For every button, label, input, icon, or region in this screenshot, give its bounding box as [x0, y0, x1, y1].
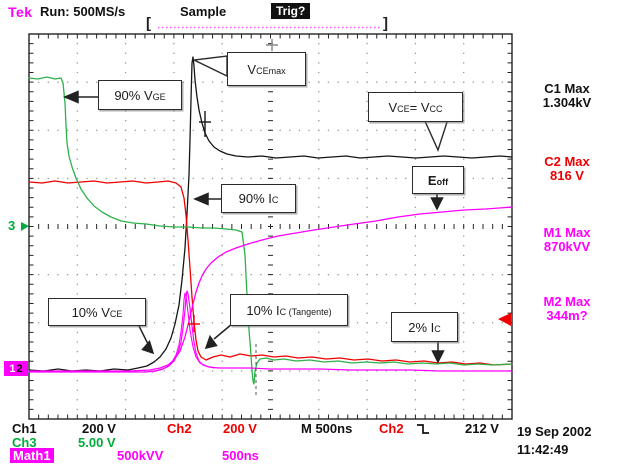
measurement-m2-max: M2 Max 344m? — [517, 295, 617, 323]
ch3-scale: 5.00 V — [78, 435, 116, 450]
annotation-sub: CEmax — [256, 65, 286, 76]
time-readout: 11:42:49 — [517, 442, 569, 457]
ch1-ch2-reference-marker: 1 2 — [4, 361, 28, 376]
arrow-90pct-ic — [193, 192, 221, 206]
measurement-value: 344m? — [546, 308, 588, 323]
ch2-label: Ch2 — [167, 421, 192, 436]
ch2-scale: 200 V — [223, 421, 257, 436]
trigger-source: Ch2 — [379, 421, 404, 436]
measurement-label: M1 Max — [543, 225, 591, 240]
arrow-10pct-ic — [204, 323, 233, 350]
falling-edge-icon — [417, 424, 429, 434]
arrow-10pct-vce — [137, 323, 155, 355]
trace-math-power-2 — [151, 292, 215, 373]
callout-wedge-vcemax — [191, 55, 228, 78]
ch1-scale: 200 V — [82, 421, 116, 436]
date-readout: 19 Sep 2002 — [517, 424, 592, 439]
ch1-cursor-cross — [199, 111, 211, 137]
run-status: Run: 500MS/s — [40, 4, 126, 19]
trace-ch3-vge — [28, 76, 513, 385]
ch3-label: Ch3 — [12, 435, 37, 450]
annotation-sub: C — [434, 323, 441, 334]
measurement-label: M2 Max — [543, 294, 591, 309]
annotation-text: V — [388, 99, 398, 115]
ch2-reference-label: 2 — [16, 362, 23, 375]
ch1-label: Ch1 — [12, 421, 37, 436]
record-view-bracket-right: ] — [383, 15, 388, 32]
annotation-text: 2% I — [408, 319, 435, 335]
annotation-sub: GE — [152, 91, 166, 102]
ch3-reference-arrow-icon — [21, 222, 29, 231]
trigger-status-badge: Trig? — [271, 3, 311, 19]
arrow-90pct-vge — [63, 90, 98, 104]
annotation-text: = V — [409, 99, 430, 115]
annotation-text: V — [247, 61, 257, 77]
annotation-text: 10% V — [71, 304, 110, 320]
trace-math-energy — [28, 206, 513, 372]
measurement-value: 870kVV — [543, 239, 591, 254]
annotation-sub: C (Tangente) — [279, 306, 332, 317]
trigger-position-marker — [266, 39, 278, 51]
trigger-level-arrow-icon — [498, 313, 511, 326]
annotation-sub: CE — [109, 308, 123, 319]
measurement-m1-max: M1 Max 870kVV — [517, 226, 617, 254]
ch2-cursor-cross — [188, 315, 200, 332]
arrow-eoff — [430, 192, 444, 211]
annotation-sub: CE — [397, 103, 410, 114]
annotation-text: E — [427, 172, 437, 188]
annotation-sub: CC — [429, 103, 443, 114]
measurement-c2-max: C2 Max 816 V — [517, 155, 617, 183]
graticule — [28, 33, 513, 420]
math1-scale: 500kVV — [117, 448, 164, 463]
annotation-sub: off — [436, 176, 449, 187]
trace-ch1-vce — [28, 56, 513, 372]
timebase: M 500ns — [301, 421, 353, 436]
acquisition-mode: Sample — [180, 4, 227, 19]
annotation-90pct-vge: 90% V GE — [98, 80, 182, 110]
annotation-10pct-vce: 10% V CE — [48, 298, 146, 326]
trigger-level: 212 V — [465, 421, 499, 436]
annotation-vcemax: V CEmax — [227, 52, 306, 86]
tek-logo: Tek — [8, 4, 33, 20]
ch1-reference-label: 1 — [9, 362, 16, 375]
trace-ch2-ic — [28, 180, 513, 366]
annotation-sub: C — [271, 195, 279, 205]
record-view-bracket-left: [ — [146, 15, 151, 32]
annotation-text: 10% I — [246, 302, 280, 318]
measurement-c1-max: C1 Max 1.304kV — [517, 82, 617, 110]
math1-badge: Math1 — [10, 448, 54, 463]
ch3-reference-marker: 3 — [8, 218, 16, 233]
annotation-text: 90% I — [238, 191, 272, 206]
measurement-value: 1.304kV — [542, 95, 592, 110]
annotation-text: 90% V — [114, 87, 153, 103]
callout-wedge-vcc — [422, 118, 449, 152]
math1-timebase: 500ns — [222, 448, 259, 463]
measurement-value: 816 V — [550, 168, 584, 183]
measurement-label: C2 Max — [544, 154, 590, 169]
annotation-vce-equals-vcc: V CE = V CC — [368, 92, 463, 122]
measurement-label: C1 Max — [544, 81, 590, 96]
arrow-2pct-ic — [431, 340, 445, 364]
waveform-traces — [28, 56, 513, 385]
